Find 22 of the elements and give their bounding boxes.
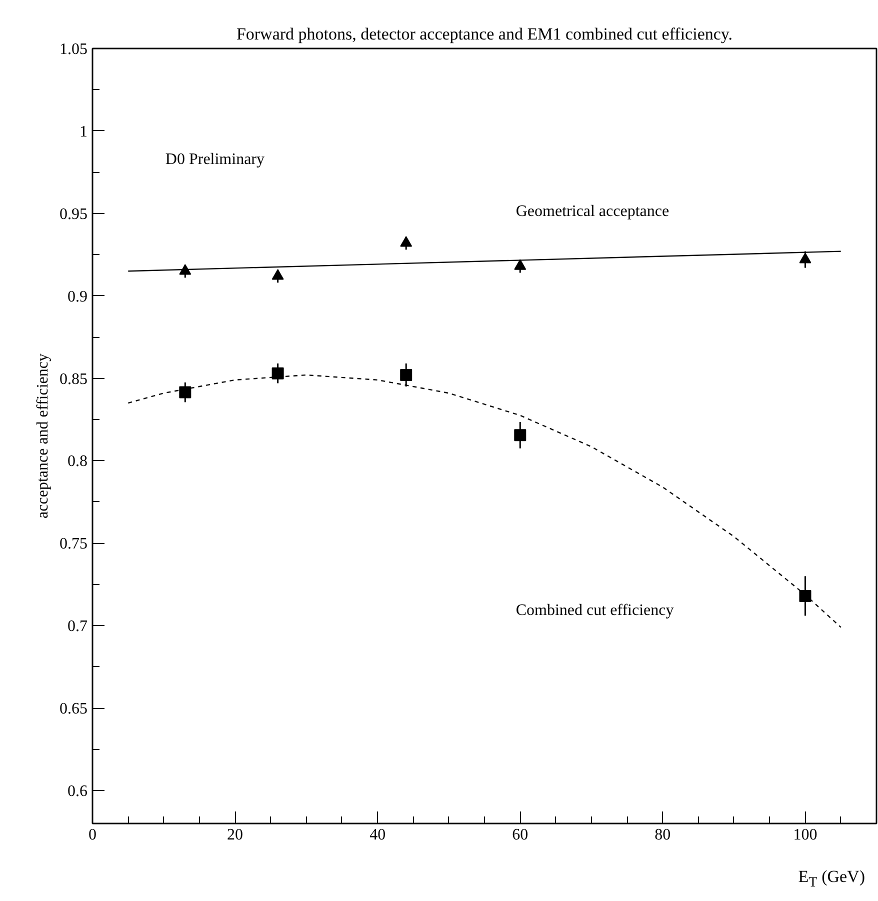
y-tick-label: 0.95 bbox=[60, 206, 88, 223]
x-axis-title: E$_{T}$ (GeV) bbox=[797, 866, 865, 892]
x-tick-label: 60 bbox=[512, 826, 528, 844]
y-tick-label: 0.7 bbox=[68, 618, 88, 636]
y-tick-label: 0.8 bbox=[68, 453, 88, 470]
x-tick-label: 80 bbox=[654, 826, 671, 844]
x-tick-label: 100 bbox=[793, 826, 818, 844]
y-axis-title: acceptance and efficiency bbox=[34, 354, 52, 518]
annotation: D0 Preliminary bbox=[165, 150, 265, 168]
y-tick-label: 0.9 bbox=[68, 288, 88, 306]
x-tick-label: 0 bbox=[88, 826, 96, 844]
annotation: Geometrical acceptance bbox=[516, 202, 670, 220]
y-tick-label: 0.75 bbox=[60, 536, 88, 553]
chart-title: Forward photons, detector acceptance and EM1 combined cut efficiency. bbox=[236, 24, 733, 44]
annotation: Combined cut efficiency bbox=[516, 602, 674, 619]
y-tick-label: 1.05 bbox=[60, 41, 88, 58]
y-tick-label: 0.6 bbox=[68, 783, 88, 800]
y-tick-label: 0.85 bbox=[60, 370, 88, 388]
y-tick-label: 1 bbox=[80, 123, 88, 140]
x-tick-label: 40 bbox=[370, 826, 386, 844]
x-tick-label: 20 bbox=[227, 826, 244, 844]
y-tick-label: 0.65 bbox=[60, 700, 88, 718]
